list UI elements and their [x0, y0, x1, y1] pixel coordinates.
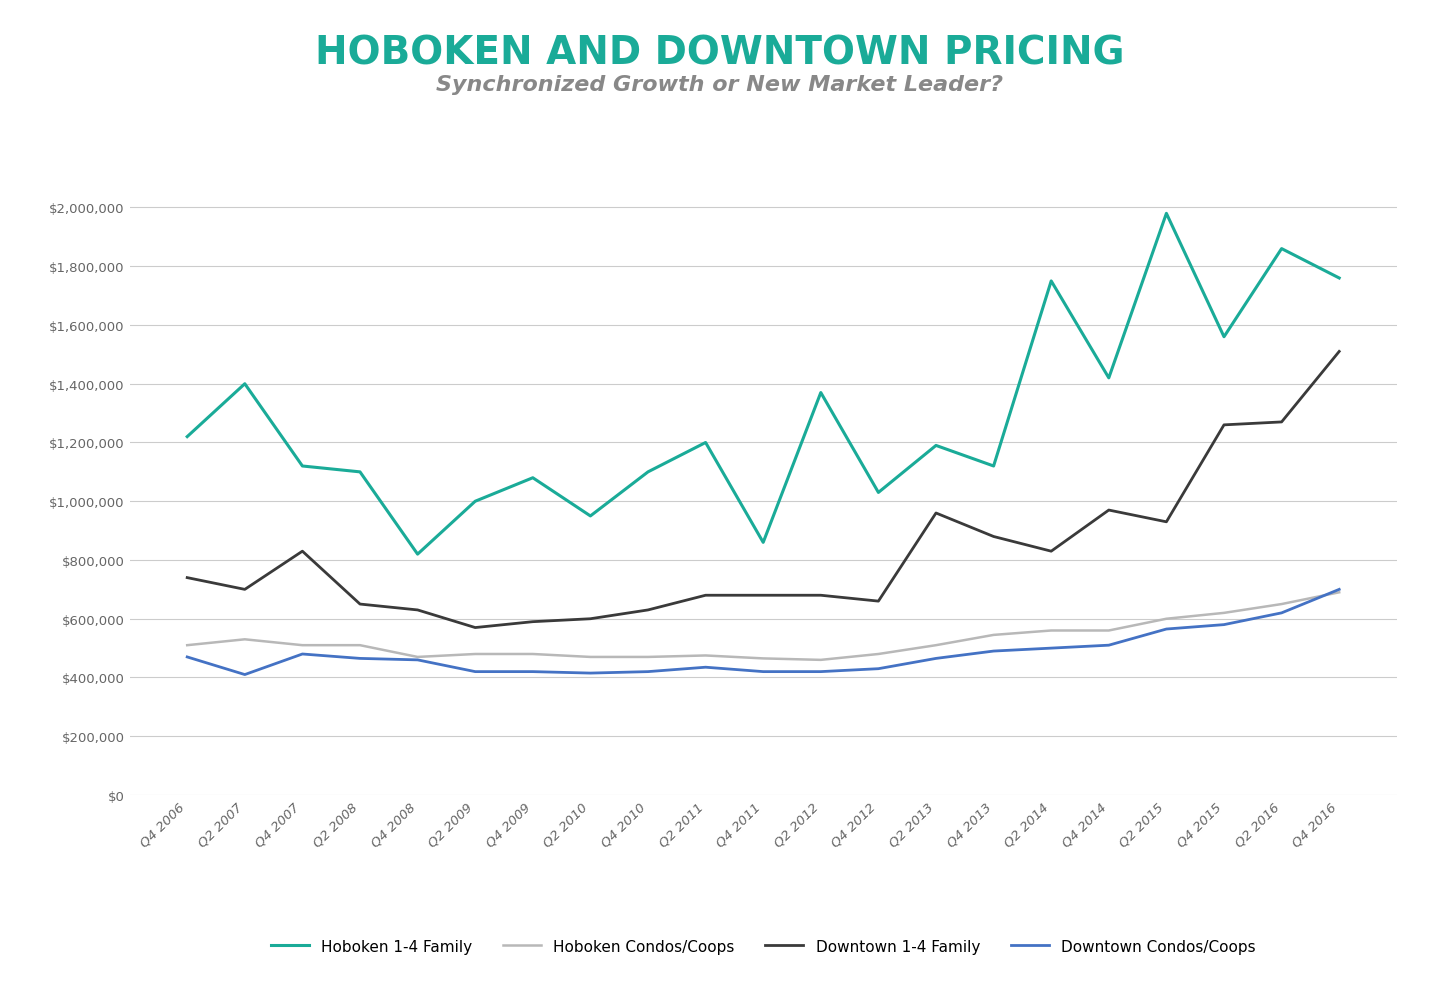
Hoboken 1-4 Family [582, 511, 599, 523]
Hoboken 1-4 Family [1215, 331, 1233, 343]
Hoboken 1-4 Family [812, 388, 829, 400]
Hoboken Condos/Coops [697, 650, 714, 662]
Hoboken Condos/Coops [351, 639, 369, 651]
Line: Hoboken Condos/Coops: Hoboken Condos/Coops [187, 592, 1339, 660]
Downtown 1-4 Family [697, 589, 714, 601]
Downtown 1-4 Family [294, 546, 311, 558]
Downtown Condos/Coops [1043, 642, 1060, 654]
Hoboken Condos/Coops [179, 639, 196, 651]
Hoboken Condos/Coops [1043, 625, 1060, 637]
Hoboken Condos/Coops [409, 651, 426, 663]
Hoboken 1-4 Family [697, 437, 714, 449]
Hoboken Condos/Coops [467, 648, 484, 660]
Downtown Condos/Coops [985, 645, 1002, 657]
Hoboken 1-4 Family [755, 537, 772, 549]
Line: Downtown 1-4 Family: Downtown 1-4 Family [187, 352, 1339, 628]
Hoboken 1-4 Family [985, 460, 1002, 472]
Legend: Hoboken 1-4 Family, Hoboken Condos/Coops, Downtown 1-4 Family, Downtown Condos/C: Hoboken 1-4 Family, Hoboken Condos/Coops… [265, 933, 1261, 960]
Hoboken Condos/Coops [524, 648, 541, 660]
Downtown Condos/Coops [351, 653, 369, 665]
Hoboken 1-4 Family [524, 472, 541, 484]
Downtown 1-4 Family [1215, 419, 1233, 431]
Downtown 1-4 Family [812, 589, 829, 601]
Downtown Condos/Coops [1158, 623, 1175, 635]
Downtown 1-4 Family [1331, 346, 1348, 358]
Downtown Condos/Coops [639, 666, 657, 678]
Hoboken 1-4 Family [1331, 272, 1348, 284]
Hoboken 1-4 Family [1273, 244, 1290, 255]
Hoboken 1-4 Family [1158, 208, 1175, 220]
Downtown 1-4 Family [582, 613, 599, 625]
Hoboken Condos/Coops [582, 651, 599, 663]
Downtown Condos/Coops [870, 663, 887, 675]
Hoboken 1-4 Family [179, 431, 196, 443]
Downtown 1-4 Family [927, 508, 945, 520]
Downtown Condos/Coops [524, 666, 541, 678]
Hoboken 1-4 Family [294, 460, 311, 472]
Downtown 1-4 Family [1100, 505, 1117, 517]
Hoboken Condos/Coops [639, 651, 657, 663]
Downtown Condos/Coops [409, 654, 426, 666]
Downtown Condos/Coops [697, 662, 714, 674]
Downtown 1-4 Family [467, 622, 484, 634]
Downtown Condos/Coops [755, 666, 772, 678]
Hoboken Condos/Coops [1273, 598, 1290, 610]
Downtown 1-4 Family [870, 595, 887, 607]
Hoboken Condos/Coops [870, 648, 887, 660]
Downtown 1-4 Family [755, 589, 772, 601]
Hoboken Condos/Coops [294, 639, 311, 651]
Hoboken 1-4 Family [639, 466, 657, 478]
Downtown 1-4 Family [985, 531, 1002, 543]
Hoboken Condos/Coops [985, 629, 1002, 641]
Hoboken Condos/Coops [812, 654, 829, 666]
Downtown Condos/Coops [1331, 583, 1348, 595]
Downtown 1-4 Family [236, 583, 253, 595]
Hoboken Condos/Coops [755, 653, 772, 665]
Line: Downtown Condos/Coops: Downtown Condos/Coops [187, 589, 1339, 675]
Hoboken Condos/Coops [1158, 613, 1175, 625]
Downtown Condos/Coops [582, 667, 599, 679]
Text: Synchronized Growth or New Market Leader?: Synchronized Growth or New Market Leader… [436, 75, 1004, 94]
Hoboken 1-4 Family [1100, 373, 1117, 385]
Hoboken Condos/Coops [1331, 586, 1348, 598]
Downtown Condos/Coops [467, 666, 484, 678]
Hoboken 1-4 Family [409, 549, 426, 561]
Downtown 1-4 Family [1158, 516, 1175, 528]
Downtown 1-4 Family [524, 616, 541, 628]
Downtown Condos/Coops [179, 651, 196, 663]
Downtown Condos/Coops [236, 669, 253, 681]
Downtown 1-4 Family [1043, 546, 1060, 558]
Hoboken 1-4 Family [1043, 275, 1060, 287]
Hoboken Condos/Coops [927, 639, 945, 651]
Downtown Condos/Coops [927, 653, 945, 665]
Downtown 1-4 Family [1273, 416, 1290, 428]
Downtown Condos/Coops [1215, 619, 1233, 631]
Downtown 1-4 Family [351, 598, 369, 610]
Downtown Condos/Coops [1100, 639, 1117, 651]
Hoboken Condos/Coops [236, 634, 253, 646]
Line: Hoboken 1-4 Family: Hoboken 1-4 Family [187, 214, 1339, 555]
Downtown Condos/Coops [294, 648, 311, 660]
Hoboken 1-4 Family [467, 496, 484, 508]
Hoboken 1-4 Family [236, 379, 253, 391]
Hoboken 1-4 Family [927, 440, 945, 452]
Downtown Condos/Coops [812, 666, 829, 678]
Hoboken Condos/Coops [1100, 625, 1117, 637]
Downtown 1-4 Family [179, 573, 196, 584]
Hoboken 1-4 Family [870, 487, 887, 499]
Text: HOBOKEN AND DOWNTOWN PRICING: HOBOKEN AND DOWNTOWN PRICING [315, 35, 1125, 73]
Hoboken 1-4 Family [351, 466, 369, 478]
Downtown 1-4 Family [639, 604, 657, 616]
Downtown 1-4 Family [409, 604, 426, 616]
Downtown Condos/Coops [1273, 607, 1290, 619]
Hoboken Condos/Coops [1215, 607, 1233, 619]
